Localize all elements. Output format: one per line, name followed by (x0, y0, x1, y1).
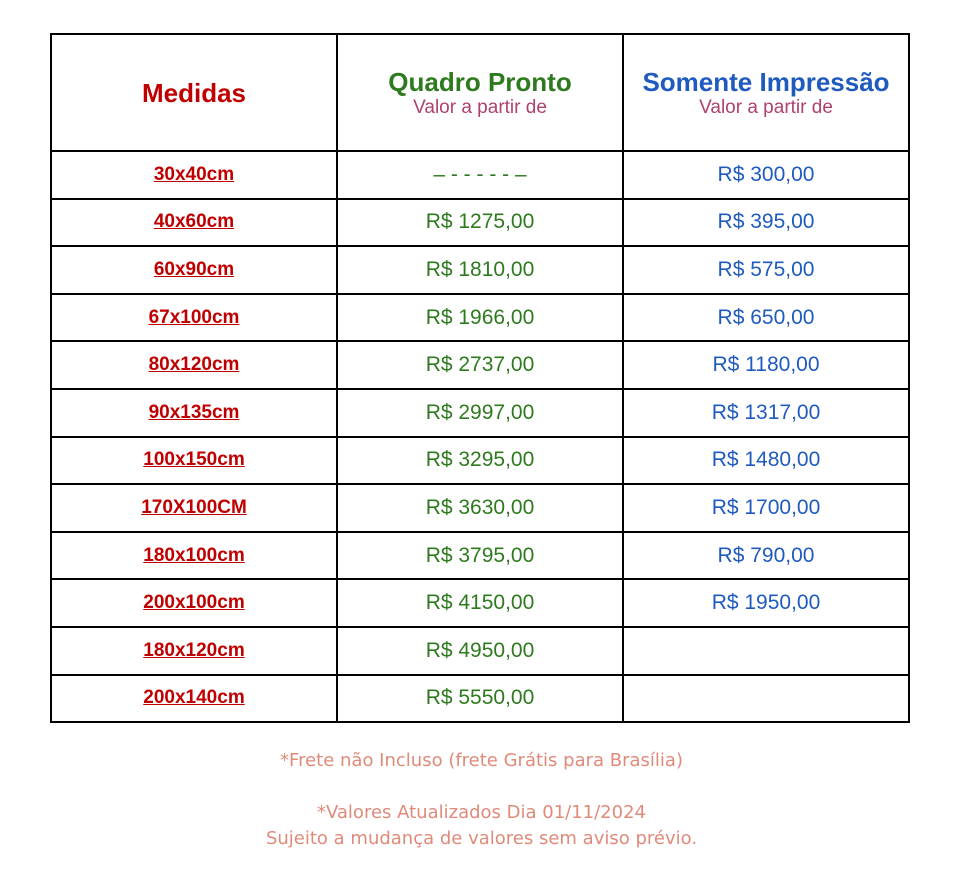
table-row: 30x40cm – - - - - - – R$ 300,00 (50, 150, 910, 200)
updated-note: *Valores Atualizados Dia 01/11/2024 (316, 802, 646, 823)
header-quadro-pronto: Quadro Pronto Valor a partir de (336, 33, 624, 152)
size-link[interactable]: 30x40cm (153, 163, 235, 185)
size-cell: 200x140cm (50, 673, 338, 724)
quadro-pronto-price: R$ 4950,00 (336, 625, 624, 676)
somente-impressao-price: R$ 300,00 (622, 150, 910, 200)
frete-note: *Frete não Incluso (frete Grátis para Br… (280, 750, 683, 771)
somente-impressao-price: R$ 1180,00 (622, 340, 910, 390)
quadro-pronto-price: R$ 4150,00 (336, 578, 624, 628)
somente-impressao-price: R$ 575,00 (622, 245, 910, 295)
size-cell: 90x135cm (50, 387, 338, 438)
size-cell: 67x100cm (50, 292, 338, 343)
somente-impressao-price: R$ 1317,00 (622, 387, 910, 438)
header-medidas: Medidas (50, 33, 338, 152)
quadro-pronto-price: R$ 5550,00 (336, 673, 624, 724)
somente-impressao-price: R$ 790,00 (622, 530, 910, 581)
table-row: 67x100cm R$ 1966,00 R$ 650,00 (50, 292, 910, 343)
quadro-pronto-price: R$ 2737,00 (336, 340, 624, 390)
size-link[interactable]: 180x120cm (143, 639, 245, 661)
quadro-pronto-subtitle: Valor a partir de (413, 96, 547, 118)
table-row: 80x120cm R$ 2737,00 R$ 1180,00 (50, 340, 910, 390)
size-cell: 170X100CM (50, 483, 338, 533)
table-row: 90x135cm R$ 2997,00 R$ 1317,00 (50, 387, 910, 438)
table-row: 40x60cm R$ 1275,00 R$ 395,00 (50, 197, 910, 248)
header-row: Medidas Quadro Pronto Valor a partir de … (50, 33, 910, 152)
quadro-pronto-price: R$ 1275,00 (336, 197, 624, 248)
quadro-pronto-title: Quadro Pronto (388, 66, 572, 97)
quadro-pronto-price: R$ 1810,00 (336, 245, 624, 295)
size-cell: 30x40cm (50, 150, 338, 200)
somente-impressao-price: R$ 395,00 (622, 197, 910, 248)
size-cell: 80x120cm (50, 340, 338, 390)
table-row: 180x100cm R$ 3795,00 R$ 790,00 (50, 530, 910, 581)
quadro-pronto-price: R$ 3795,00 (336, 530, 624, 581)
somente-impressao-price: R$ 1950,00 (622, 578, 910, 628)
somente-impressao-price: R$ 1480,00 (622, 435, 910, 486)
size-link[interactable]: 100x150cm (143, 449, 245, 471)
somente-impressao-price: R$ 650,00 (622, 292, 910, 343)
quadro-pronto-price: R$ 1966,00 (336, 292, 624, 343)
table-row: 180x120cm R$ 4950,00 (50, 625, 910, 676)
quadro-pronto-price: – - - - - - – (336, 150, 624, 200)
table-row: 200x140cm R$ 5550,00 (50, 673, 910, 724)
size-link[interactable]: 67x100cm (148, 306, 240, 328)
size-cell: 200x100cm (50, 578, 338, 628)
size-cell: 40x60cm (50, 197, 338, 248)
size-link[interactable]: 60x90cm (153, 258, 235, 280)
size-cell: 180x120cm (50, 625, 338, 676)
table-row: 170X100CM R$ 3630,00 R$ 1700,00 (50, 483, 910, 533)
size-link[interactable]: 200x100cm (143, 592, 245, 614)
size-cell: 60x90cm (50, 245, 338, 295)
quadro-pronto-price: R$ 2997,00 (336, 387, 624, 438)
table-row: 200x100cm R$ 4150,00 R$ 1950,00 (50, 578, 910, 628)
size-cell: 100x150cm (50, 435, 338, 486)
size-link[interactable]: 90x135cm (148, 401, 240, 423)
medidas-title: Medidas (141, 77, 247, 108)
notes: *Frete não Incluso (frete Grátis para Br… (0, 748, 963, 852)
size-link[interactable]: 200x140cm (143, 687, 245, 709)
somente-impressao-title: Somente Impressão (642, 66, 890, 97)
quadro-pronto-price: R$ 3630,00 (336, 483, 624, 533)
size-link[interactable]: 40x60cm (153, 211, 235, 233)
table-row: 100x150cm R$ 3295,00 R$ 1480,00 (50, 435, 910, 486)
disclaimer-note: Sujeito a mudança de valores sem aviso p… (265, 828, 698, 849)
size-link[interactable]: 80x120cm (148, 354, 240, 376)
quadro-pronto-price: R$ 3295,00 (336, 435, 624, 486)
header-somente-impressao: Somente Impressão Valor a partir de (622, 33, 910, 152)
size-link[interactable]: 180x100cm (143, 544, 245, 566)
size-cell: 180x100cm (50, 530, 338, 581)
price-table: Medidas Quadro Pronto Valor a partir de … (50, 33, 910, 724)
somente-impressao-price (622, 625, 910, 676)
table-row: 60x90cm R$ 1810,00 R$ 575,00 (50, 245, 910, 295)
somente-impressao-price: R$ 1700,00 (622, 483, 910, 533)
somente-impressao-price (622, 673, 910, 724)
size-link[interactable]: 170X100CM (141, 496, 247, 518)
somente-impressao-subtitle: Valor a partir de (699, 96, 833, 118)
